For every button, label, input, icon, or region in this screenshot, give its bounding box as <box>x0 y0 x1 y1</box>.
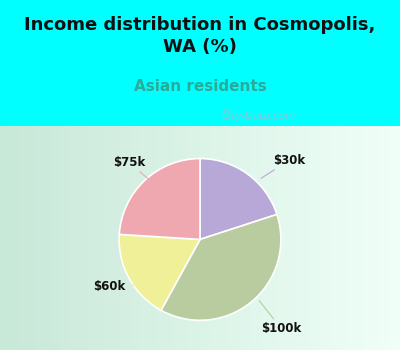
Text: Asian residents: Asian residents <box>134 79 266 94</box>
Text: $100k: $100k <box>259 301 301 335</box>
Wedge shape <box>119 159 200 239</box>
Text: ⧗: ⧗ <box>222 110 229 120</box>
Text: $60k: $60k <box>93 280 151 293</box>
Text: City-Data.com: City-Data.com <box>222 111 296 121</box>
Wedge shape <box>119 234 200 310</box>
Wedge shape <box>200 159 277 239</box>
Wedge shape <box>161 215 281 320</box>
Text: $30k: $30k <box>261 154 305 178</box>
Text: $75k: $75k <box>113 156 156 185</box>
Text: Income distribution in Cosmopolis,
WA (%): Income distribution in Cosmopolis, WA (%… <box>24 16 376 56</box>
